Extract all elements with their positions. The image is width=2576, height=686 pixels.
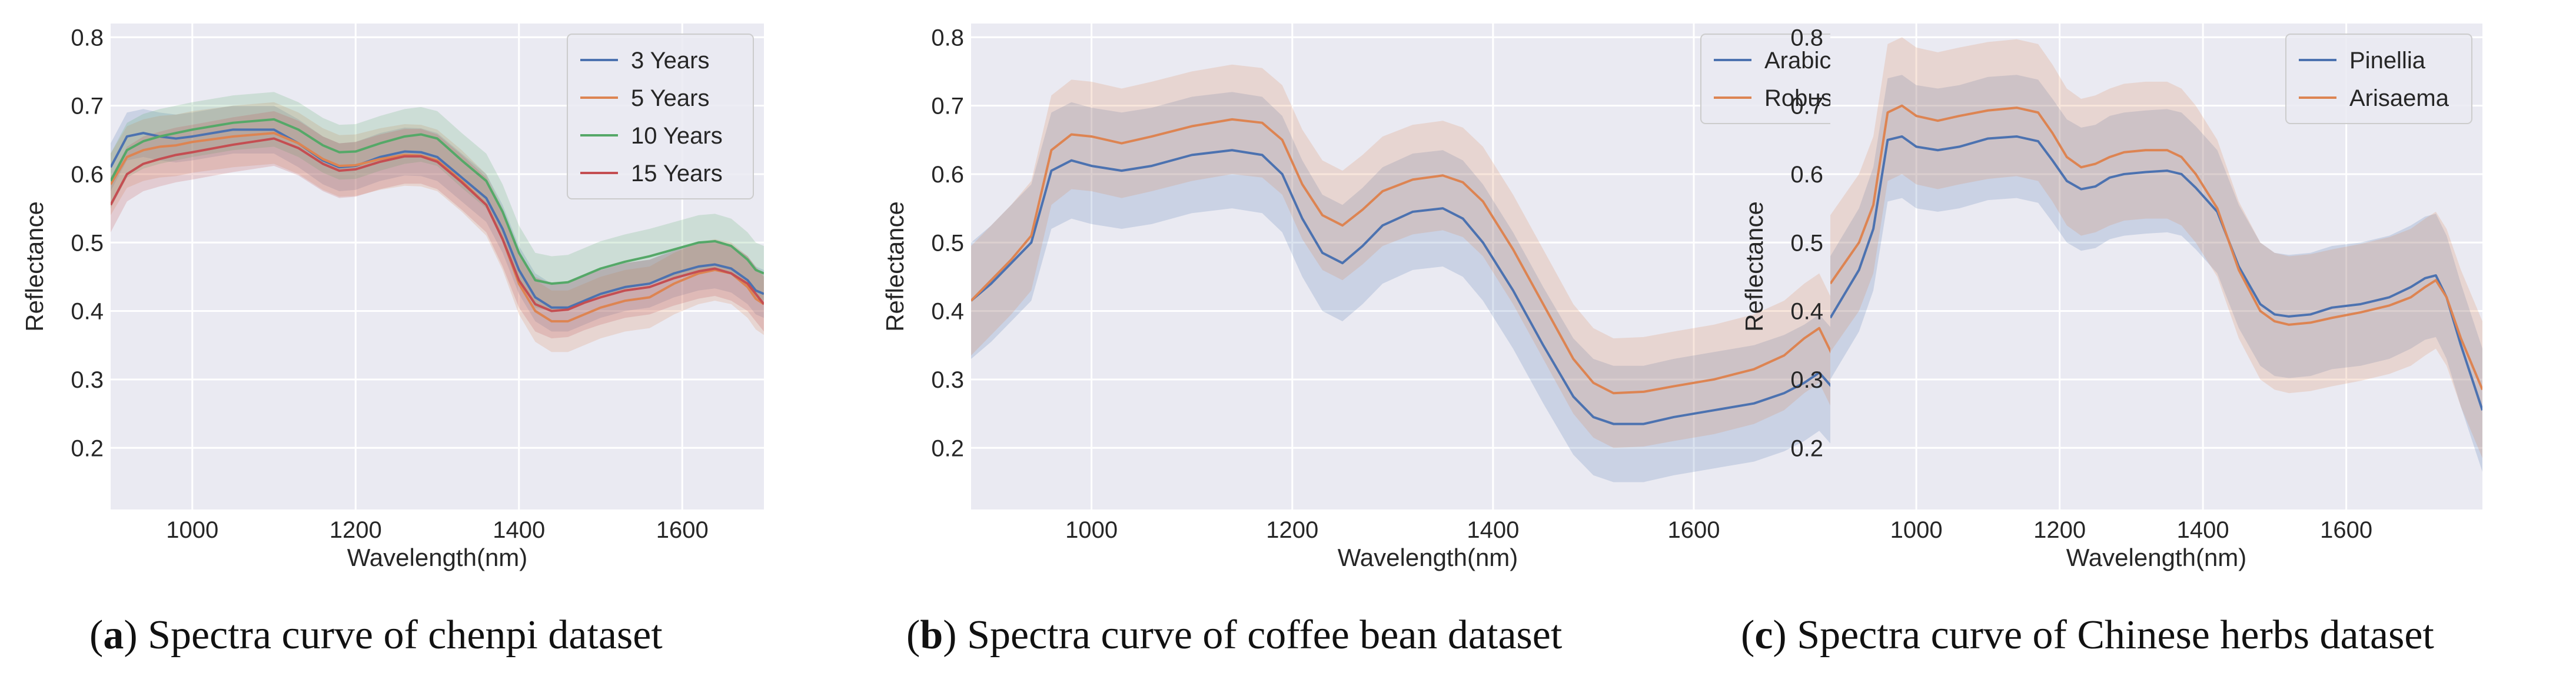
- y-tick-label: 0.7: [931, 94, 964, 119]
- legend: Pinellia Arisaema: [2285, 34, 2472, 124]
- y-tick-label: 0.4: [1790, 299, 1823, 325]
- x-tick-label: 1600: [1667, 517, 1720, 543]
- legend-label: 3 Years: [631, 48, 709, 74]
- x-axis-title: Wavelength(nm): [347, 544, 528, 571]
- legend-label: 15 Years: [631, 161, 723, 187]
- series-group: [971, 64, 1884, 482]
- y-tick-label: 0.2: [71, 435, 104, 461]
- band-arabica: [971, 92, 1884, 482]
- caption-c: (c) Spectra curve of Chinese herbs datas…: [1741, 612, 2434, 658]
- x-tick-label: 1200: [330, 517, 382, 543]
- y-tick-label: 0.5: [1790, 230, 1823, 256]
- x-tick-label: 1600: [2320, 517, 2372, 543]
- y-tick-label: 0.5: [931, 230, 964, 256]
- legend-label: Pinellia: [2349, 48, 2426, 74]
- series-group: [1830, 37, 2482, 472]
- line-robusta: [971, 118, 1884, 428]
- y-tick-label: 0.3: [1790, 367, 1823, 393]
- y-tick-label: 0.8: [71, 25, 104, 51]
- legend-box: [567, 34, 754, 199]
- y-tick-label: 0.5: [71, 230, 104, 256]
- y-tick-label: 0.8: [1790, 25, 1823, 51]
- panel-c: 1000 1200 1400 1600 0.2 0.3 0.4 0.5 0.6 0.7 0.8 Wav…: [1740, 24, 2482, 571]
- x-tick-label: 1200: [2033, 517, 2086, 543]
- x-tick-label: 1400: [1467, 517, 1519, 543]
- band-10-years: [111, 92, 764, 311]
- y-tick-label: 0.7: [71, 94, 104, 119]
- x-tick-label: 1400: [2177, 517, 2229, 543]
- y-tick-label: 0.4: [931, 299, 964, 325]
- line-10-years: [111, 118, 764, 285]
- legend-box: [2285, 34, 2472, 124]
- y-tick-label: 0.8: [931, 25, 964, 51]
- band-robusta: [971, 64, 1884, 482]
- y-axis-title: Reflectance: [1740, 201, 1768, 332]
- y-axis-title: Reflectance: [881, 201, 909, 332]
- band-pinellia: [1830, 75, 2482, 472]
- band-5-years: [111, 102, 764, 352]
- line-3-years: [111, 128, 764, 309]
- y-tick-label: 0.6: [1790, 162, 1823, 188]
- line-arisaema: [1830, 104, 2482, 391]
- panel-b: 1000 1200 1400 1600 0.2 0.3 0.4 0.5 0.6 0.7 0.8 Wav…: [881, 24, 1884, 571]
- caption-b-letter: b: [920, 612, 943, 658]
- y-tick-label: 0.7: [1790, 94, 1823, 119]
- caption-b-text: Spectra curve of coffee bean dataset: [956, 612, 1563, 658]
- series-group: [111, 92, 764, 352]
- y-tick-label: 0.2: [931, 435, 964, 461]
- legend-label: Arisaema: [2349, 85, 2449, 111]
- x-axis-title: Wavelength(nm): [1338, 544, 1518, 571]
- caption-b: (b) Spectra curve of coffee bean dataset: [906, 612, 1563, 658]
- y-tick-label: 0.3: [71, 367, 104, 393]
- y-tick-label: 0.2: [1790, 435, 1823, 461]
- band-15-years: [111, 111, 764, 339]
- legend-label: 5 Years: [631, 85, 709, 111]
- y-tick-label: 0.4: [71, 299, 104, 325]
- line-arabica: [971, 149, 1884, 425]
- caption-c-text: Spectra curve of Chinese herbs dataset: [1786, 612, 2434, 658]
- y-axis-title: Reflectance: [21, 201, 48, 332]
- legend-label: 10 Years: [631, 123, 723, 149]
- y-tick-label: 0.6: [71, 162, 104, 188]
- caption-c-letter: c: [1754, 612, 1773, 658]
- caption-a-text: Spectra curve of chenpi dataset: [137, 612, 663, 658]
- line-15-years: [111, 137, 764, 312]
- caption-a-letter: a: [103, 612, 124, 658]
- band-3-years: [111, 105, 764, 332]
- caption-a: (a) Spectra curve of chenpi dataset: [89, 612, 663, 658]
- x-tick-label: 1000: [1890, 517, 1943, 543]
- x-tick-label: 1000: [1065, 517, 1118, 543]
- band-arisaema: [1830, 37, 2482, 458]
- line-pinellia: [1830, 135, 2482, 411]
- y-tick-label: 0.3: [931, 367, 964, 393]
- legend: 3 Years 5 Years 10 Years 15 Years: [567, 34, 754, 199]
- x-tick-label: 1000: [166, 517, 218, 543]
- x-axis-title: Wavelength(nm): [2066, 544, 2247, 571]
- panel-a: 1000 1200 1400 1600 0.2 0.3 0.4 0.5 0.6 0.7 0.8 Wav…: [21, 24, 764, 571]
- x-tick-label: 1400: [493, 517, 545, 543]
- y-tick-label: 0.6: [931, 162, 964, 188]
- x-tick-label: 1600: [656, 517, 709, 543]
- x-tick-label: 1200: [1266, 517, 1318, 543]
